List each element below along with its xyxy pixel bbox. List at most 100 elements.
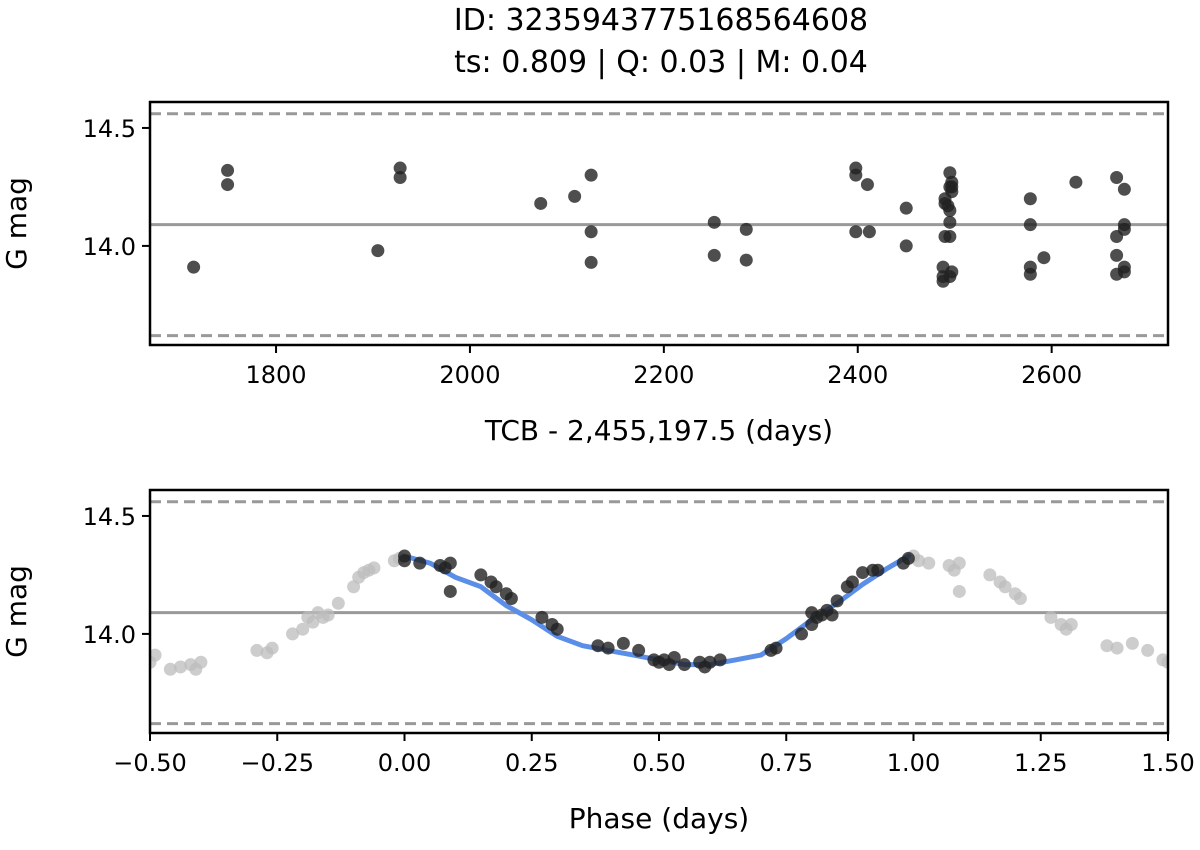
ghost-data-point xyxy=(174,660,188,674)
data-point xyxy=(862,225,876,239)
ghost-data-point xyxy=(286,627,300,641)
data-point xyxy=(398,554,411,568)
data-point xyxy=(943,215,957,229)
data-point xyxy=(830,594,844,608)
ghost-data-point xyxy=(367,561,381,575)
data-point xyxy=(584,168,598,182)
ghost-data-point xyxy=(194,655,208,669)
y-tick-label: 14.0 xyxy=(83,621,136,649)
data-point xyxy=(584,225,598,239)
data-point xyxy=(945,185,959,199)
data-point xyxy=(849,161,863,175)
data-point xyxy=(1069,175,1083,189)
ghost-data-point xyxy=(321,608,335,622)
data-point xyxy=(899,201,913,215)
chart-subtitle: ts: 0.809 | Q: 0.03 | M: 0.04 xyxy=(454,45,868,80)
data-point xyxy=(677,658,691,672)
data-point xyxy=(1023,218,1037,232)
data-point xyxy=(943,229,957,243)
x-tick-label: 0.50 xyxy=(632,749,685,777)
ghost-data-point xyxy=(1141,643,1155,657)
y-tick-label: 14.5 xyxy=(83,115,136,143)
data-point xyxy=(1110,170,1124,184)
time-series-panel: 1800 2000 2200 2400 2600 14.0 14.5 TCB - 2,455,… xyxy=(0,100,1170,447)
y-tick-label: 14.5 xyxy=(83,503,136,531)
data-point xyxy=(707,248,721,262)
data-point xyxy=(187,260,201,274)
ghost-data-point xyxy=(1161,655,1168,669)
data-point xyxy=(856,566,870,580)
data-point xyxy=(860,178,874,192)
ghost-data-point xyxy=(1125,636,1139,650)
data-point xyxy=(1037,251,1051,265)
x-tick-label: −0.25 xyxy=(240,749,314,777)
axes-frame xyxy=(148,100,1170,347)
y-axis-label: G mag xyxy=(0,177,33,270)
ghost-data-point xyxy=(163,662,177,676)
ghost-data-point xyxy=(912,554,926,568)
data-point xyxy=(535,610,549,624)
ghost-data-point xyxy=(265,641,279,655)
data-point xyxy=(443,556,457,570)
ghost-data-point xyxy=(952,584,966,598)
data-point xyxy=(568,189,582,203)
data-point xyxy=(221,163,235,177)
data-point xyxy=(1110,248,1124,262)
ghost-data-point xyxy=(250,643,264,657)
x-tick-label: 0.25 xyxy=(505,749,558,777)
data-point xyxy=(871,563,885,577)
x-tick-label: −0.50 xyxy=(113,749,187,777)
data-point xyxy=(413,556,427,570)
ghost-data-point xyxy=(922,556,936,570)
data-point xyxy=(945,265,959,279)
data-point xyxy=(616,636,630,650)
data-point xyxy=(443,584,457,598)
ghost-data-point xyxy=(296,622,310,636)
data-point xyxy=(591,639,605,653)
x-tick-label: 2000 xyxy=(439,361,500,389)
data-point xyxy=(1117,182,1131,196)
data-point xyxy=(1023,192,1037,206)
data-point xyxy=(584,255,598,269)
y-tick-label: 14.0 xyxy=(83,233,136,261)
data-point xyxy=(474,568,488,582)
x-tick-label: 1.25 xyxy=(1014,749,1067,777)
data-point xyxy=(1023,260,1037,274)
x-axis-label: Phase (days) xyxy=(569,802,749,835)
x-tick-label: 0.00 xyxy=(378,749,431,777)
plot-area xyxy=(150,500,1168,726)
data-point xyxy=(504,592,518,606)
x-tick-label: 2600 xyxy=(1021,361,1082,389)
data-point xyxy=(769,641,783,655)
ghost-data-point xyxy=(1110,641,1124,655)
ghost-data-point xyxy=(983,568,997,582)
data-point xyxy=(795,627,809,641)
data-point xyxy=(371,244,385,258)
data-point xyxy=(221,178,235,192)
plot-area xyxy=(150,112,1168,338)
data-point xyxy=(707,215,721,229)
x-tick-label: 0.75 xyxy=(760,749,813,777)
data-point xyxy=(739,222,753,236)
data-point xyxy=(489,580,503,594)
ghost-data-point xyxy=(952,556,966,570)
x-tick-label: 1800 xyxy=(245,361,306,389)
x-axis-label: TCB - 2,455,197.5 (days) xyxy=(484,414,833,447)
phase-folded-panel: −0.50 −0.25 0.00 0.25 0.50 0.75 1.00 1.25 1.50 14… xyxy=(0,488,1195,835)
x-tick-label: 2400 xyxy=(827,361,888,389)
data-point xyxy=(550,622,564,636)
ghost-data-point xyxy=(998,580,1012,594)
data-point xyxy=(393,170,407,184)
ghost-data-point xyxy=(1100,639,1114,653)
x-tick-label: 1.00 xyxy=(887,749,940,777)
x-tick-label: 2200 xyxy=(633,361,694,389)
data-point xyxy=(703,655,717,669)
data-point xyxy=(899,239,913,253)
data-point xyxy=(601,641,615,655)
x-tick-label: 1.50 xyxy=(1141,749,1194,777)
data-point xyxy=(825,608,839,622)
ghost-data-point xyxy=(331,596,345,610)
y-axis-label: G mag xyxy=(0,565,33,658)
chart-title: ID: 3235943775168564608 xyxy=(454,3,868,38)
data-point xyxy=(901,551,915,565)
